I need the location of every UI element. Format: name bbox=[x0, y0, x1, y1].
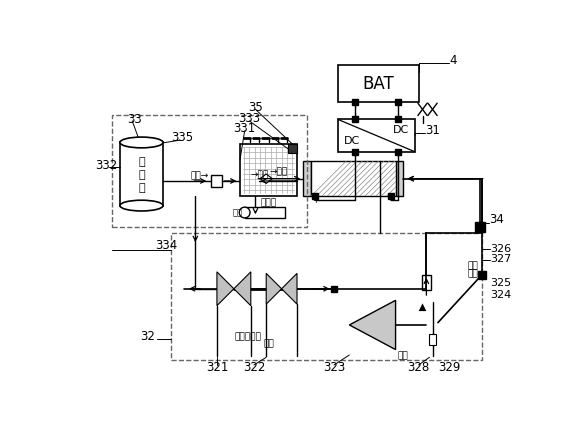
Polygon shape bbox=[217, 272, 234, 306]
Text: 31: 31 bbox=[425, 124, 440, 138]
Polygon shape bbox=[282, 273, 297, 304]
Text: +: + bbox=[351, 112, 358, 121]
Bar bbox=[396, 161, 403, 197]
Bar bbox=[428, 334, 436, 345]
Text: -: - bbox=[396, 101, 400, 110]
Ellipse shape bbox=[120, 137, 163, 148]
Text: 醇: 醇 bbox=[138, 170, 145, 180]
Text: 335: 335 bbox=[171, 131, 193, 144]
Text: 甲醇→: 甲醇→ bbox=[191, 171, 209, 180]
Text: 328: 328 bbox=[408, 361, 430, 374]
Text: 331: 331 bbox=[234, 122, 256, 135]
Text: DC: DC bbox=[393, 125, 409, 135]
Text: 325: 325 bbox=[490, 278, 512, 288]
Text: 33: 33 bbox=[127, 113, 143, 126]
Text: 34: 34 bbox=[488, 213, 504, 226]
Text: 329: 329 bbox=[438, 361, 461, 374]
Polygon shape bbox=[419, 304, 426, 311]
Text: 35: 35 bbox=[248, 101, 263, 114]
Polygon shape bbox=[234, 272, 251, 306]
Text: 322: 322 bbox=[243, 361, 265, 374]
Text: →氢气: →氢气 bbox=[269, 167, 288, 176]
Bar bbox=[211, 175, 221, 187]
Text: 326: 326 bbox=[490, 244, 512, 254]
Text: 甲: 甲 bbox=[138, 157, 145, 167]
Text: 空气: 空气 bbox=[398, 351, 409, 360]
Bar bbox=[171, 233, 482, 359]
Text: 332: 332 bbox=[95, 159, 118, 172]
Bar bbox=[112, 115, 307, 227]
Text: 333: 333 bbox=[238, 112, 260, 125]
Text: 内燃机尾气: 内燃机尾气 bbox=[234, 332, 261, 341]
Text: 空气: 空气 bbox=[467, 269, 478, 278]
Ellipse shape bbox=[239, 207, 250, 218]
Text: 尾气: 尾气 bbox=[232, 208, 242, 217]
Polygon shape bbox=[349, 300, 396, 350]
Text: -: - bbox=[396, 112, 400, 121]
Bar bbox=[245, 207, 285, 218]
Text: 32: 32 bbox=[140, 330, 155, 343]
Polygon shape bbox=[260, 174, 272, 183]
Text: +: + bbox=[312, 196, 319, 205]
Text: 323: 323 bbox=[323, 361, 345, 374]
Text: DC: DC bbox=[344, 136, 360, 146]
Text: 327: 327 bbox=[490, 255, 512, 264]
Text: 罐: 罐 bbox=[138, 183, 145, 193]
Text: 334: 334 bbox=[155, 239, 178, 252]
Bar bbox=[338, 120, 415, 152]
Bar bbox=[120, 142, 163, 206]
Bar bbox=[422, 275, 431, 290]
Text: 4: 4 bbox=[449, 54, 457, 68]
Polygon shape bbox=[266, 273, 282, 304]
Text: 321: 321 bbox=[205, 361, 228, 374]
Bar bbox=[303, 161, 311, 197]
Text: +: + bbox=[351, 101, 358, 110]
Text: BAT: BAT bbox=[362, 75, 394, 93]
Text: →氢气: →氢气 bbox=[251, 170, 269, 179]
Bar bbox=[288, 144, 297, 153]
Text: 324: 324 bbox=[490, 290, 512, 300]
Bar bbox=[240, 144, 297, 197]
Text: 热交换: 热交换 bbox=[260, 198, 277, 207]
Bar bbox=[338, 65, 419, 102]
Text: -: - bbox=[389, 196, 392, 205]
Text: 空气: 空气 bbox=[263, 340, 274, 349]
Ellipse shape bbox=[120, 200, 163, 211]
Text: 压缩: 压缩 bbox=[467, 261, 478, 270]
Bar bbox=[311, 161, 396, 197]
